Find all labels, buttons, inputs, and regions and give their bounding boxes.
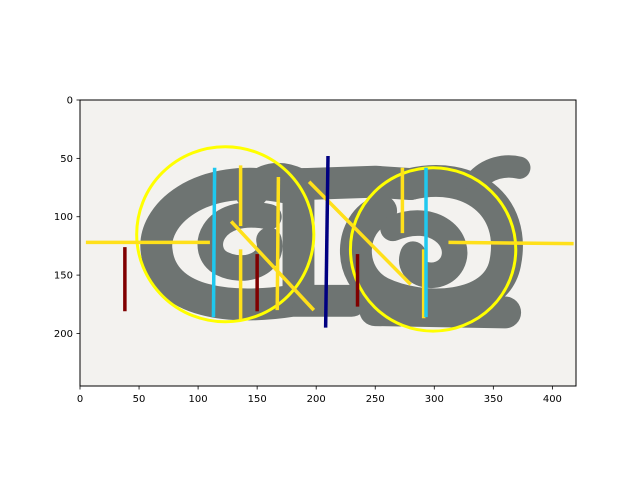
annotation-segment-5: [275, 177, 281, 311]
ornament-right-top-curl: [464, 155, 531, 193]
annotation-segment-2: [448, 240, 574, 246]
y-tick-label-50: 50: [60, 154, 73, 165]
ornament-right-base: [359, 294, 522, 329]
ornament-top-bridge: [288, 165, 427, 200]
annotation-circle-2: [348, 166, 518, 333]
axes-frame: [79, 99, 577, 387]
x-tick-label-400: 400: [543, 394, 562, 405]
x-tick-label-200: 200: [307, 394, 326, 405]
y-tick-label-200: 200: [54, 329, 73, 340]
x-tick-label-50: 50: [133, 394, 146, 405]
y-tick-label-150: 150: [54, 271, 73, 282]
y-tick-label-100: 100: [54, 212, 73, 223]
annotation-segment-6: [229, 220, 316, 312]
y-tick-label-0: 0: [67, 96, 73, 107]
x-tick-label-100: 100: [189, 394, 208, 405]
x-tick-label-0: 0: [77, 394, 83, 405]
x-tick-label-250: 250: [366, 394, 385, 405]
annotation-segment-12: [323, 156, 330, 328]
annotation-marks-layer: [85, 145, 574, 333]
x-tick-label-150: 150: [248, 394, 267, 405]
x-tick-label-350: 350: [484, 394, 503, 405]
x-tick-label-300: 300: [425, 394, 444, 405]
annotation-circle-1: [135, 145, 316, 324]
axes: 0 50 100 150 200 250 300 350 400 0 50 100 150 200: [54, 96, 577, 405]
annotation-segment-10: [211, 167, 217, 318]
